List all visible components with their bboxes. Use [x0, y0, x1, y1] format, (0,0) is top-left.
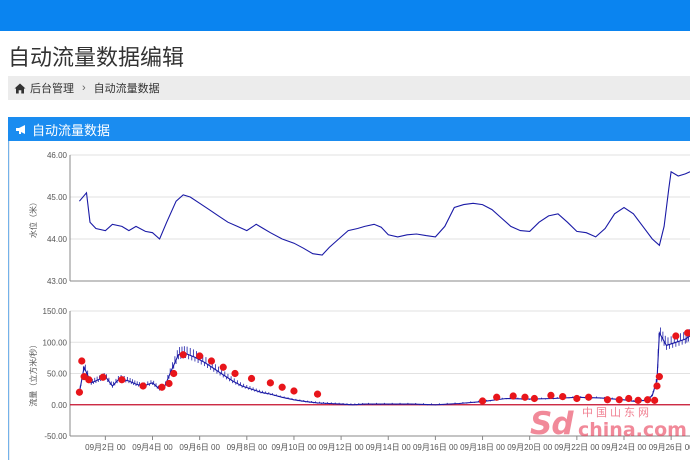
flow-data-point: [207, 357, 216, 365]
flow-x-tick-label: 09月2日 00: [85, 443, 126, 452]
flow-data-point: [78, 357, 86, 365]
flow-data-point: [139, 382, 147, 390]
flow-data-point: [530, 394, 539, 403]
water-level-y-tick-label: 46.00: [47, 151, 68, 160]
flow-data-point: [559, 393, 567, 401]
flow-x-tick-label: 09月14日 00: [366, 443, 411, 452]
flow-data-point: [603, 396, 612, 404]
bullhorn-icon: [16, 125, 25, 134]
flow-data-point: [290, 387, 298, 395]
water-level-y-tick-label: 45.00: [47, 193, 68, 202]
flow-data-point: [313, 390, 322, 398]
water-level-series-line: [78, 170, 690, 256]
flow-data-point: [158, 383, 166, 391]
flow-x-tick-label: 09月16日 00: [413, 443, 458, 452]
flow-data-point: [493, 393, 501, 401]
flow-data-point: [684, 329, 690, 337]
top-nav-bar: [0, 0, 690, 31]
flow-x-tick-label: 09月4日 00: [132, 443, 173, 452]
water-level-y-axis-title: 水位（米）: [28, 198, 38, 238]
flow-y-tick-label: 50.00: [47, 370, 68, 379]
flow-data-point: [573, 394, 581, 403]
flow-data-point: [165, 379, 173, 388]
flow-data-point: [266, 379, 274, 387]
flow-data-point: [509, 392, 517, 400]
flow-data-point: [615, 396, 623, 404]
flow-data-point: [625, 394, 633, 403]
water-level-y-tick-label: 44.00: [47, 235, 68, 244]
flow-x-tick-label: 09月26日 00: [649, 443, 690, 452]
flow-data-point: [278, 383, 286, 391]
flow-data-point: [547, 391, 555, 399]
flow-data-point: [99, 373, 107, 381]
flow-data-point: [170, 369, 178, 378]
flow-x-tick-label: 09月10日 00: [271, 443, 316, 452]
home-icon[interactable]: [14, 83, 26, 94]
flow-y-tick-label: -50.00: [44, 432, 67, 441]
flow-data-point: [247, 374, 256, 383]
flow-y-axis-title: 流量（立方米/秒）: [28, 340, 38, 406]
flow-y-tick-label: 0.00: [51, 401, 67, 410]
flow-data-point: [655, 373, 663, 381]
breadcrumb-item-admin[interactable]: 后台管理: [30, 83, 74, 95]
watermark-cn: 中国山东网: [582, 407, 652, 419]
flow-data-point: [653, 382, 661, 390]
flow-x-tick-label: 09月6日 00: [179, 443, 220, 452]
watermark-domain: china.com: [578, 419, 687, 441]
panel-title: 自动流量数据: [32, 123, 111, 138]
flow-data-point: [196, 352, 204, 360]
watermark-brand: Sd: [530, 406, 574, 442]
flow-data-point: [219, 363, 227, 371]
flow-data-point: [651, 396, 659, 404]
flow-x-tick-label: 09月20日 00: [507, 443, 552, 452]
flow-data-point: [118, 376, 126, 384]
flow-data-point: [643, 396, 652, 404]
page-title: 自动流量数据编辑: [8, 45, 185, 70]
flow-data-point: [478, 397, 487, 405]
flow-series-line: [78, 330, 690, 406]
breadcrumb-item-current: 自动流量数据: [93, 83, 160, 95]
flow-x-tick-label: 09月18日 00: [460, 443, 505, 452]
flow-y-tick-label: 100.00: [43, 338, 68, 347]
flow-data-point: [521, 393, 529, 401]
water-level-y-tick-label: 43.00: [47, 277, 68, 286]
flow-data-point: [85, 376, 93, 384]
chevron-right-icon: ›: [82, 82, 86, 94]
flow-data-point: [231, 369, 239, 378]
flow-data-point: [585, 393, 593, 401]
panel-header: 自动流量数据: [9, 118, 690, 141]
flow-data-point: [634, 396, 642, 404]
flow-x-tick-label: 09月12日 00: [319, 443, 364, 452]
flow-data-point: [179, 351, 187, 359]
flow-y-tick-label: 150.00: [43, 307, 68, 316]
flow-data-point: [672, 332, 680, 340]
watermark-logo: Sd 中国山东网 china.com: [530, 404, 690, 448]
flow-x-tick-label: 09月22日 00: [554, 443, 599, 452]
flow-x-tick-label: 09月24日 00: [602, 443, 647, 452]
breadcrumb: 后台管理 › 自动流量数据: [8, 76, 690, 100]
flow-x-tick-label: 09月8日 00: [227, 443, 268, 452]
flow-data-point: [75, 388, 84, 396]
data-panel: 自动流量数据: [8, 117, 690, 460]
